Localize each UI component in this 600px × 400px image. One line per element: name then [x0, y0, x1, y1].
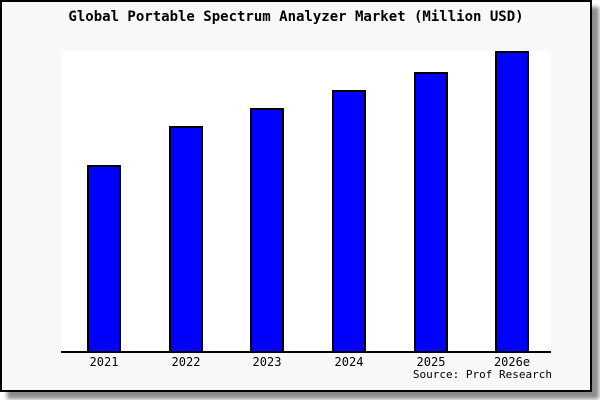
x-tick-2026e: 2026e	[493, 355, 531, 369]
x-tick-2023: 2023	[252, 355, 282, 369]
source-credit: Source: Prof Research	[412, 368, 552, 381]
bar-2021	[87, 165, 121, 351]
bar-2024	[332, 90, 366, 351]
x-tick-2021: 2021	[89, 355, 119, 369]
chart-panel: Global Portable Spectrum Analyzer Market…	[0, 0, 592, 392]
x-tick-2022: 2022	[171, 355, 201, 369]
plot-area	[61, 51, 551, 353]
bar-2023	[250, 108, 284, 351]
x-tick-2024: 2024	[334, 355, 364, 369]
bar-2026e	[495, 51, 529, 351]
chart-title: Global Portable Spectrum Analyzer Market…	[68, 9, 524, 25]
bar-2025	[414, 72, 448, 351]
bar-2022	[169, 126, 203, 351]
x-tick-2025: 2025	[416, 355, 446, 369]
